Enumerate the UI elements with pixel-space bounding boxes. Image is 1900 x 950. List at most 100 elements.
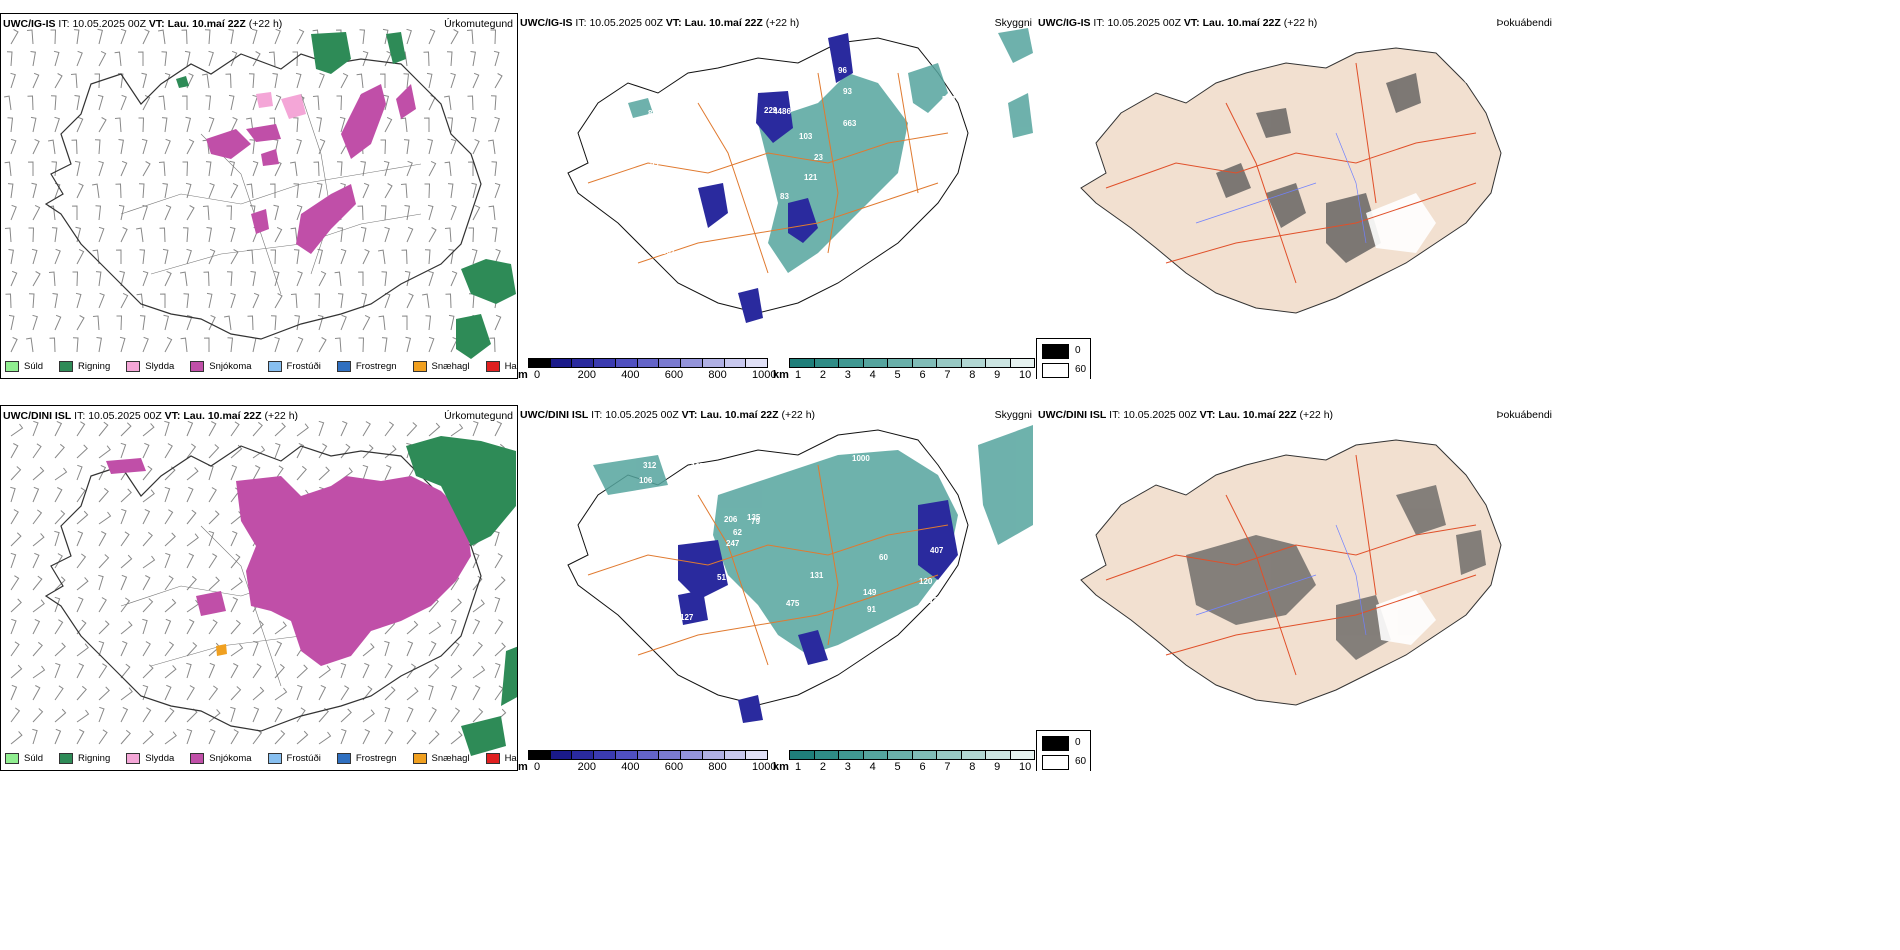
wind-barb bbox=[186, 420, 194, 437]
colorbar-swatch bbox=[659, 359, 682, 367]
ceiling-label: 283 bbox=[928, 669, 942, 678]
wind-barb bbox=[186, 467, 199, 481]
wind-barb bbox=[494, 314, 502, 331]
wind-barb bbox=[120, 729, 131, 745]
wind-barb bbox=[98, 597, 107, 613]
wind-barb bbox=[32, 708, 44, 723]
colorbar-tick: 5 bbox=[894, 761, 901, 771]
wind-barb bbox=[208, 510, 220, 525]
wind-barb bbox=[120, 422, 132, 437]
wind-barb bbox=[32, 728, 38, 745]
wind-barb bbox=[450, 684, 458, 701]
wind-barb bbox=[158, 161, 166, 177]
wind-barb bbox=[427, 204, 434, 221]
ceiling-label: 548 bbox=[942, 95, 956, 104]
wind-barb bbox=[10, 552, 17, 569]
wind-barb bbox=[10, 618, 17, 635]
ceiling-label: 86 bbox=[782, 107, 791, 116]
wind-barb bbox=[274, 442, 281, 459]
wind-barb bbox=[384, 729, 394, 745]
wind-barb bbox=[318, 270, 327, 287]
wind-barb bbox=[139, 249, 146, 265]
ceiling-colorbar-swatches bbox=[528, 750, 768, 760]
wind-barb bbox=[115, 249, 122, 264]
wind-barb bbox=[76, 248, 85, 265]
colorbar-tick: 400 bbox=[621, 369, 640, 379]
wind-barb bbox=[54, 73, 63, 89]
wind-barb bbox=[252, 51, 261, 67]
wind-barb bbox=[142, 684, 149, 701]
wind-barb bbox=[450, 204, 457, 221]
wind-barb bbox=[494, 116, 500, 133]
wind-barb bbox=[54, 314, 62, 331]
wind-barb bbox=[494, 642, 506, 657]
wind-barb bbox=[362, 182, 370, 199]
wind-barb bbox=[184, 50, 191, 67]
wind-barb bbox=[428, 227, 437, 243]
wind-barb bbox=[32, 599, 45, 613]
wind-barb bbox=[141, 72, 148, 89]
ceiling-colorbar: m 0 200 400 600 800 1000 bbox=[518, 358, 776, 379]
colorbar-swatch bbox=[572, 359, 595, 367]
colorbar-swatch bbox=[814, 359, 839, 367]
snow-pellet-areas bbox=[216, 644, 227, 656]
wind-barb bbox=[117, 73, 124, 89]
wind-barb bbox=[76, 116, 84, 133]
wind-barb bbox=[336, 95, 343, 111]
wind-barb bbox=[185, 182, 192, 199]
wind-barb bbox=[274, 28, 281, 45]
wind-barb bbox=[340, 443, 351, 459]
wind-barb bbox=[274, 226, 283, 243]
wind-barb bbox=[164, 138, 171, 155]
wind-barb bbox=[252, 706, 260, 723]
wind-barb bbox=[248, 73, 255, 89]
wind-barb bbox=[249, 139, 256, 155]
ceiling-label: 55 bbox=[635, 275, 644, 284]
wind-barb bbox=[268, 51, 276, 67]
wind-barb bbox=[230, 663, 239, 679]
wind-barb bbox=[186, 552, 195, 569]
wind-barb bbox=[98, 464, 107, 481]
wind-barb bbox=[31, 182, 38, 199]
wind-barb bbox=[164, 466, 176, 481]
colorbar-tick: 3 bbox=[844, 369, 851, 379]
wind-barb bbox=[142, 531, 153, 547]
panel-header: UWC/IG-IS IT: 10.05.2025 00Z VT: Lau. 10… bbox=[520, 17, 800, 29]
legend-item: Frostregn bbox=[336, 361, 397, 372]
legend-item: Slydda bbox=[126, 753, 174, 764]
colorbar-tick: 600 bbox=[664, 369, 684, 379]
wind-barb bbox=[32, 204, 41, 221]
wind-barb bbox=[318, 138, 326, 155]
wind-barb bbox=[10, 72, 16, 89]
wind-barb bbox=[54, 662, 61, 679]
wind-barb bbox=[274, 293, 283, 309]
wind-barb bbox=[76, 577, 89, 591]
wind-barb bbox=[472, 708, 484, 723]
colorbar-tick: 800 bbox=[708, 761, 727, 771]
wind-barb bbox=[384, 226, 390, 243]
wind-barb bbox=[142, 94, 151, 111]
wind-barb bbox=[230, 553, 241, 569]
wind-barb bbox=[362, 643, 375, 657]
legend-swatch bbox=[5, 361, 19, 372]
wind-barb bbox=[120, 621, 133, 635]
wind-barb bbox=[95, 205, 102, 221]
wind-barb bbox=[208, 421, 217, 437]
wind-barb bbox=[428, 730, 440, 745]
wind-barb bbox=[120, 442, 127, 459]
wind-barb bbox=[228, 94, 235, 111]
wind-barb bbox=[181, 95, 188, 110]
wind-barb bbox=[208, 116, 215, 133]
wind-barb bbox=[202, 205, 210, 221]
wind-barb bbox=[158, 29, 166, 45]
ceiling-label: 23 bbox=[814, 153, 823, 162]
wind-barb bbox=[208, 728, 216, 745]
wind-barb bbox=[406, 226, 414, 243]
wind-barb bbox=[296, 28, 305, 45]
ceiling-label: 205 bbox=[911, 449, 925, 458]
wind-barb bbox=[186, 138, 195, 155]
wind-barb bbox=[139, 315, 146, 331]
wind-barb bbox=[472, 685, 481, 701]
wind-barb bbox=[26, 29, 34, 45]
legend-swatch bbox=[336, 753, 351, 764]
